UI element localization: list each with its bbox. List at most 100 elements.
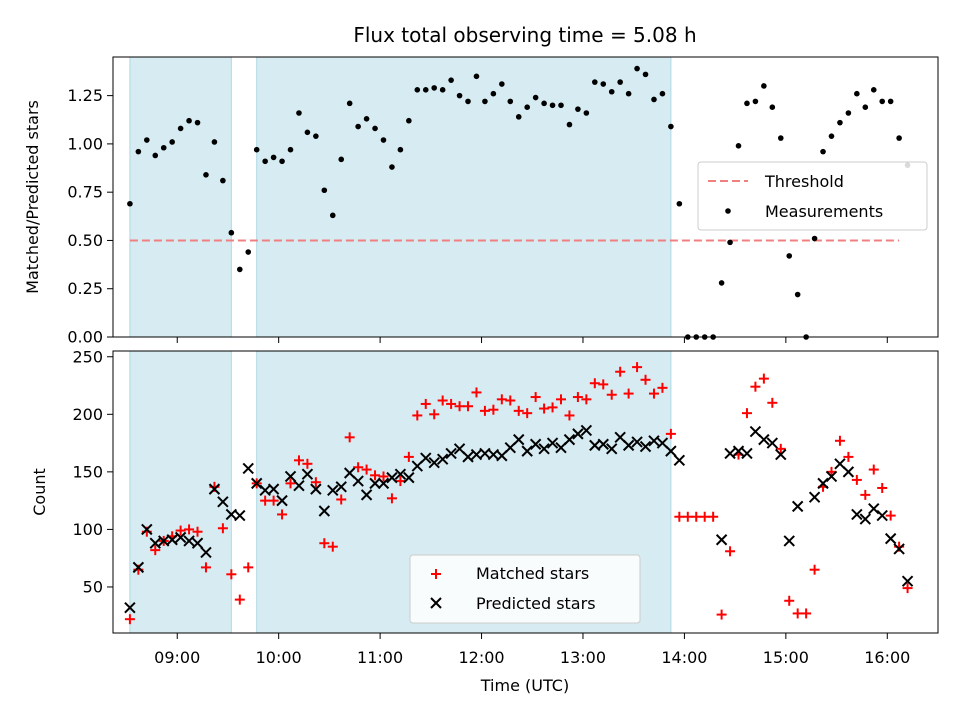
measurement-point bbox=[321, 187, 328, 194]
predicted-stars-marker bbox=[825, 470, 838, 483]
matched-stars-marker bbox=[175, 525, 186, 536]
measurement-point bbox=[389, 164, 395, 170]
bottom-axes-frame bbox=[112, 350, 939, 634]
matched-stars-marker bbox=[522, 408, 533, 419]
measurement-point bbox=[177, 125, 184, 132]
measurement-point bbox=[592, 79, 598, 85]
predicted-stars-marker bbox=[284, 470, 297, 483]
legend-predicted-marker bbox=[430, 597, 442, 609]
xtick-label: 10:00 bbox=[256, 648, 302, 667]
measurement-point bbox=[608, 88, 615, 95]
measurement-point bbox=[287, 146, 294, 153]
measurement-point bbox=[583, 110, 590, 116]
predicted-stars-marker bbox=[267, 483, 280, 495]
measurement-point bbox=[169, 139, 175, 145]
matched-stars-marker bbox=[606, 389, 617, 400]
predicted-stars-marker bbox=[132, 561, 145, 574]
matched-stars-marker bbox=[885, 510, 896, 521]
measurement-point bbox=[186, 117, 192, 124]
measurement-point bbox=[152, 152, 159, 159]
matched-stars-marker bbox=[556, 394, 567, 405]
measurement-point bbox=[499, 81, 505, 87]
matched-stars-marker bbox=[792, 608, 803, 619]
measurement-point bbox=[887, 98, 894, 105]
predicted-stars-marker bbox=[758, 433, 770, 446]
matched-stars-marker bbox=[386, 493, 397, 504]
predicted-stars-marker bbox=[580, 424, 593, 437]
bottom-ytick-label: 50 bbox=[83, 577, 103, 596]
measurement-point bbox=[144, 137, 150, 143]
predicted-stars-marker bbox=[149, 537, 161, 549]
matched-stars-marker bbox=[843, 451, 854, 462]
xtick-label: 13:00 bbox=[560, 648, 606, 667]
predicted-stars-marker bbox=[622, 439, 635, 452]
legend-predicted-label: Predicted stars bbox=[476, 594, 596, 613]
predicted-stars-marker bbox=[174, 531, 187, 544]
matched-stars-marker bbox=[581, 394, 592, 405]
predicted-stars-marker bbox=[420, 452, 432, 464]
matched-stars-marker bbox=[547, 402, 558, 413]
measurement-point bbox=[744, 100, 750, 107]
measurement-point bbox=[439, 87, 446, 93]
measurement-point bbox=[676, 200, 683, 207]
predicted-stars-marker bbox=[901, 575, 914, 587]
matched-stars-marker bbox=[192, 526, 203, 537]
measurement-point bbox=[718, 280, 725, 286]
matched-stars-marker bbox=[750, 381, 761, 392]
top-legend-box bbox=[697, 161, 928, 231]
predicted-stars-marker bbox=[301, 468, 314, 480]
matched-stars-marker bbox=[150, 545, 161, 556]
matched-stars-marker bbox=[302, 458, 313, 469]
top-legend: Threshold Measurements bbox=[697, 161, 928, 231]
matched-stars-marker bbox=[310, 477, 321, 488]
matched-stars-marker bbox=[344, 432, 355, 443]
measurement-point bbox=[313, 133, 319, 139]
matched-stars-marker bbox=[657, 382, 668, 393]
matched-stars-marker bbox=[809, 564, 820, 575]
predicted-stars-marker bbox=[183, 535, 195, 547]
matched-stars-marker bbox=[285, 478, 296, 489]
matched-stars-marker bbox=[716, 609, 727, 620]
measurement-point bbox=[422, 87, 429, 93]
matched-stars-marker bbox=[319, 538, 330, 549]
predicted-stars-marker bbox=[639, 440, 652, 453]
matched-stars-marker bbox=[784, 595, 795, 606]
top-ytick-label: 1.25 bbox=[67, 86, 103, 105]
predicted-stars-marker bbox=[673, 454, 686, 467]
measurement-point bbox=[896, 135, 902, 141]
bottom-legend: Matched stars Predicted stars bbox=[409, 554, 641, 624]
bottom-legend-box bbox=[409, 554, 641, 624]
measurement-point bbox=[651, 96, 657, 103]
predicted-stars-marker bbox=[842, 466, 855, 478]
matched-stars-marker bbox=[902, 583, 913, 594]
matched-stars-marker bbox=[454, 401, 465, 412]
predicted-stars-marker bbox=[250, 477, 263, 490]
measurement-point bbox=[431, 85, 438, 91]
predicted-stars-marker bbox=[234, 509, 246, 522]
measurement-point bbox=[160, 144, 167, 151]
measurement-point bbox=[482, 98, 488, 105]
matched-stars-marker bbox=[708, 511, 719, 522]
predicted-stars-marker bbox=[741, 447, 753, 460]
measurement-point bbox=[870, 87, 877, 93]
matched-stars-marker bbox=[767, 397, 778, 408]
matched-stars-marker bbox=[615, 366, 626, 377]
measurement-point bbox=[507, 98, 514, 105]
xtick-label: 11:00 bbox=[357, 648, 403, 667]
predicted-stars-marker bbox=[521, 445, 533, 457]
predicted-stars-marker bbox=[318, 505, 331, 517]
measurement-point bbox=[236, 266, 243, 273]
measurement-point bbox=[659, 90, 666, 97]
predicted-stars-marker bbox=[538, 443, 550, 455]
matched-stars-marker bbox=[378, 471, 389, 482]
matched-stars-marker bbox=[589, 378, 600, 389]
measurement-point bbox=[575, 106, 581, 112]
matched-stars-marker bbox=[623, 388, 634, 399]
top-ylabel: Matched/Predicted stars bbox=[23, 100, 42, 294]
measurement-point bbox=[448, 77, 454, 83]
measurement-point bbox=[490, 90, 497, 97]
predicted-stars-marker bbox=[724, 447, 736, 460]
matched-stars-marker bbox=[632, 362, 643, 373]
bottom-ytick-label: 200 bbox=[72, 405, 103, 424]
legend-measurements-marker bbox=[725, 208, 731, 214]
